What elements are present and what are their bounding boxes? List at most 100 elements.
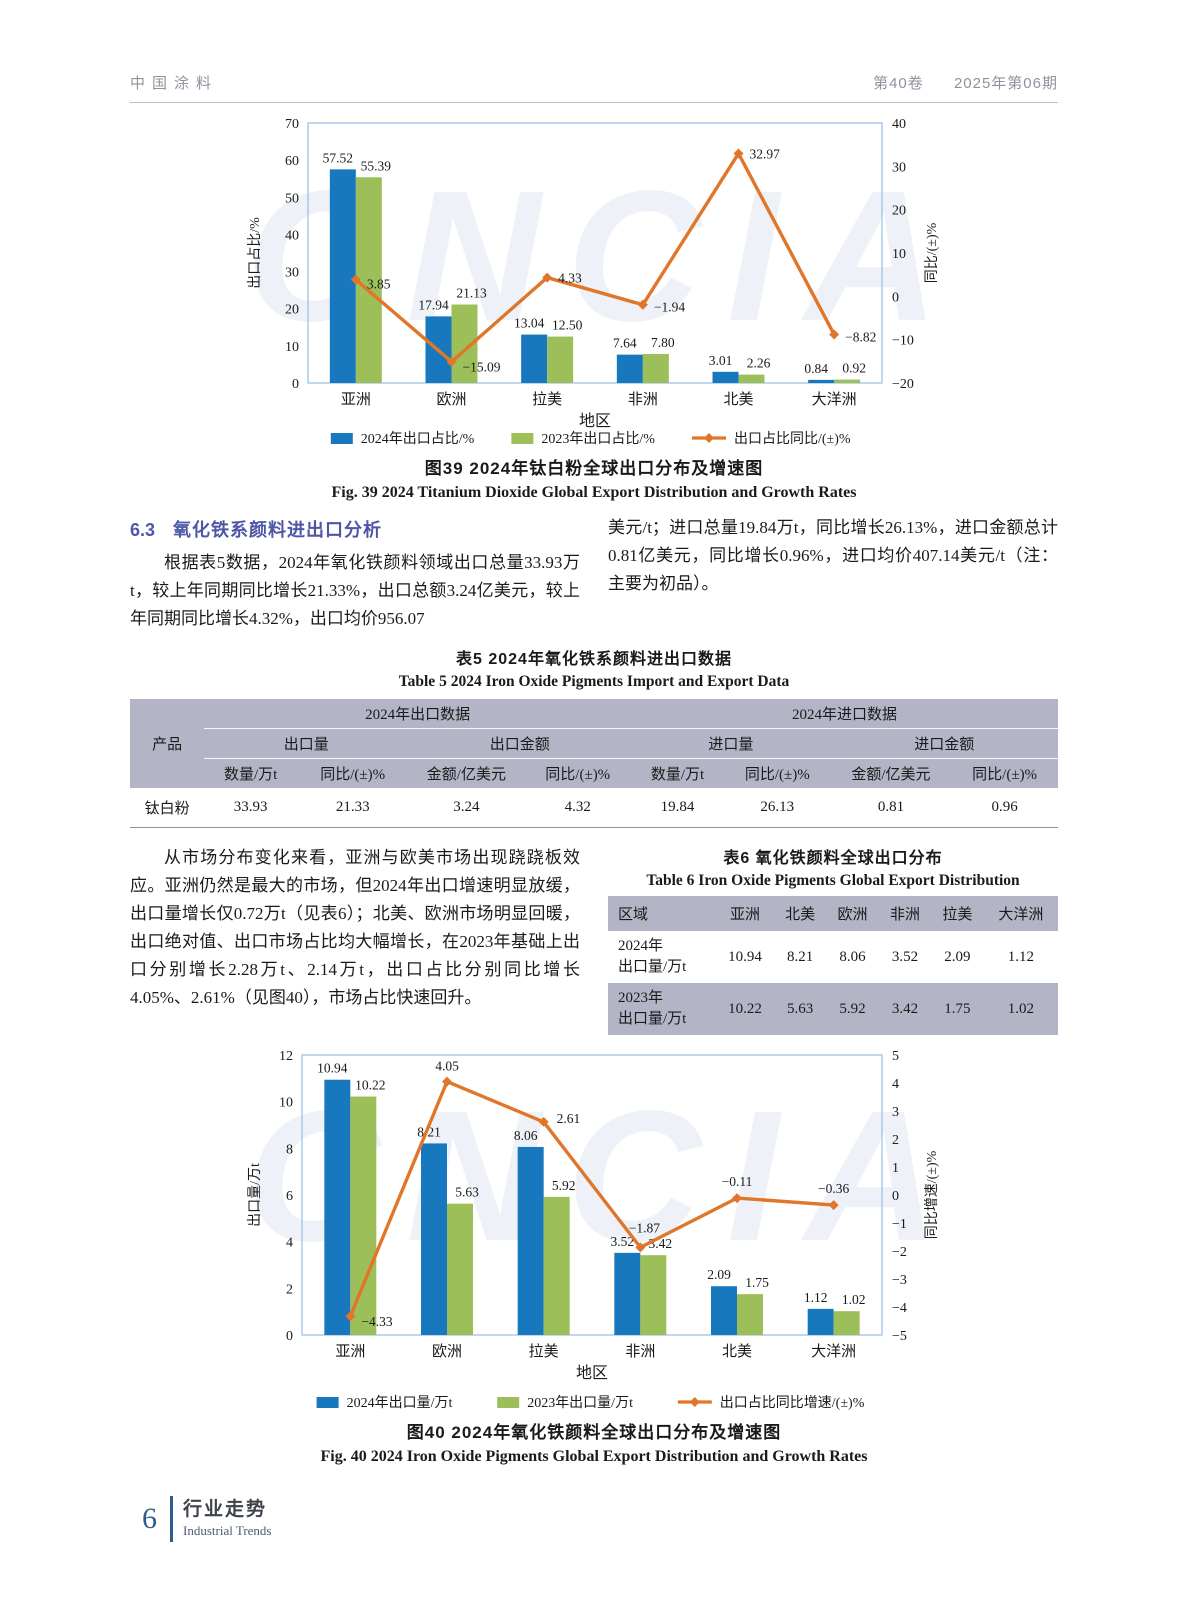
svg-text:−8.82: −8.82 [845, 330, 876, 345]
volume-issue: 第40卷 2025年第06期 [847, 72, 1058, 93]
journal-name: 中国涂料 [130, 75, 219, 92]
table5-col-2: 金额/亿美元 [408, 758, 525, 788]
table6-row-label: 2023年 出口量/万t [608, 983, 716, 1035]
svg-text:−0.11: −0.11 [722, 1174, 753, 1189]
svg-text:0: 0 [286, 1329, 293, 1344]
table5-col-5: 同比/(±)% [723, 758, 831, 788]
svg-text:5.92: 5.92 [552, 1178, 576, 1193]
svg-text:0.84: 0.84 [804, 361, 828, 376]
table5-iron-oxide-import-export: 产品 2024年出口数据 2024年进口数据 出口量 出口金额 进口量 进口金额… [130, 699, 1058, 828]
svg-text:−10: −10 [892, 334, 914, 349]
svg-text:0: 0 [892, 1189, 899, 1204]
figure40-caption-cn: 图40 2024年氧化铁颜料全球出口分布及增速图 [406, 1423, 782, 1442]
svg-text:1.02: 1.02 [842, 1292, 866, 1307]
svg-text:4: 4 [892, 1077, 899, 1092]
table5-cell: 19.84 [631, 788, 724, 828]
svg-text:7.64: 7.64 [613, 336, 637, 351]
svg-text:同比增速/(±)%: 同比增速/(±)% [924, 1150, 940, 1239]
table5-col-7: 同比/(±)% [951, 758, 1058, 788]
svg-text:2023年出口量/万t: 2023年出口量/万t [527, 1395, 633, 1411]
svg-text:−0.36: −0.36 [818, 1181, 849, 1196]
svg-text:1.12: 1.12 [804, 1290, 828, 1305]
page-footer: 6 行业走势 Industrial Trends [142, 1496, 271, 1542]
svg-text:2024年出口量/万t: 2024年出口量/万t [347, 1395, 453, 1411]
svg-text:−20: −20 [892, 377, 914, 392]
svg-text:5.63: 5.63 [455, 1185, 479, 1200]
svg-text:地区: 地区 [579, 412, 611, 430]
table5-col-0: 数量/万t [204, 758, 298, 788]
footer-divider [170, 1496, 173, 1542]
svg-text:亚洲: 亚洲 [341, 392, 371, 408]
svg-text:3: 3 [892, 1105, 899, 1120]
table5-sub-export-amount: 出口金额 [408, 728, 632, 759]
table5-header-row-subgroups: 出口量 出口金额 进口量 进口金额 [130, 728, 1058, 759]
svg-text:大洋洲: 大洋洲 [812, 391, 857, 408]
svg-text:同比/(±)%: 同比/(±)% [924, 222, 940, 283]
svg-text:非洲: 非洲 [625, 1343, 655, 1360]
svg-text:10.94: 10.94 [317, 1061, 348, 1076]
svg-text:3.52: 3.52 [611, 1234, 635, 1249]
svg-text:8.06: 8.06 [514, 1128, 538, 1143]
table6-global-export-distribution: 区域 亚洲 北美 欧洲 非洲 拉美 大洋洲 2024年 出口量/万t 10.94 [608, 896, 1058, 1035]
svg-text:亚洲: 亚洲 [335, 1344, 365, 1360]
table5-cell: 21.33 [297, 788, 409, 828]
svg-text:2: 2 [286, 1282, 293, 1297]
svg-text:2023年出口占比/%: 2023年出口占比/% [541, 431, 655, 447]
table5-cell: 4.32 [524, 788, 632, 828]
svg-text:20: 20 [285, 303, 299, 318]
table5-col-product: 产品 [130, 699, 205, 788]
svg-text:−1.87: −1.87 [629, 1220, 660, 1235]
table5-cell: 33.93 [204, 788, 298, 828]
svg-text:−5: −5 [892, 1329, 907, 1344]
svg-text:0.92: 0.92 [842, 361, 866, 376]
svg-text:3.01: 3.01 [709, 353, 733, 368]
svg-text:40: 40 [285, 228, 299, 243]
footer-section-cn: 行业走势 [183, 1499, 268, 1520]
svg-text:5: 5 [892, 1049, 899, 1064]
section-6-3: 6.3 氧化铁系颜料进出口分析 根据表5数据，2024年氧化铁颜料领域出口总量33… [130, 514, 1058, 633]
table5-header-row-units: 数量/万t 同比/(±)% 金额/亿美元 同比/(±)% 数量/万t 同比/(±… [130, 758, 1058, 788]
table6-header-row: 区域 亚洲 北美 欧洲 非洲 拉美 大洋洲 [608, 896, 1058, 931]
table6-col: 非洲 [878, 896, 932, 931]
table5-cell: 3.24 [408, 788, 525, 828]
svg-text:出口占比同比增速/(±)%: 出口占比同比增速/(±)% [720, 1395, 865, 1411]
svg-text:北美: 北美 [723, 391, 753, 408]
svg-text:40: 40 [892, 117, 906, 132]
issue: 2025年第06期 [953, 75, 1058, 92]
paragraph-export-summary: 根据表5数据，2024年氧化铁颜料领域出口总量33.93万t，较上年同期同比增长… [130, 553, 580, 628]
table6-cell: 3.52 [891, 948, 919, 965]
figure39-caption: 图39 2024年钛白粉全球出口分布及增速图 Fig. 39 2024 Tita… [130, 454, 1058, 502]
svg-text:12.50: 12.50 [552, 318, 583, 333]
table5-data-row: 钛白粉 33.93 21.33 3.24 4.32 19.84 26.13 0.… [130, 788, 1058, 828]
svg-text:21.13: 21.13 [456, 286, 487, 301]
svg-text:2.09: 2.09 [707, 1267, 731, 1282]
svg-text:出口量/万t: 出口量/万t [247, 1163, 263, 1227]
svg-text:70: 70 [285, 117, 299, 132]
svg-text:−15.09: −15.09 [463, 360, 501, 375]
paragraph-import-summary: 美元/t；进口总量19.84万t，同比增长26.13%，进口金额总计0.81亿美… [608, 518, 1058, 593]
table6-cell: 10.22 [716, 983, 774, 1035]
svg-text:50: 50 [285, 191, 299, 206]
table6-col: 亚洲 [716, 896, 774, 931]
paragraph-market-analysis: 从市场分布变化来看，亚洲与欧美市场出现跷跷板效应。亚洲仍然是最大的市场，但202… [130, 848, 580, 1007]
bars-series: 57.52 17.94 13.04 7.64 3.01 0.84 55.39 21.13 12.… [323, 150, 866, 383]
figure40-caption: 图40 2024年氧化铁颜料全球出口分布及增速图 Fig. 40 2024 Ir… [130, 1418, 1058, 1466]
left-column: 从市场分布变化来看，亚洲与欧美市场出现跷跷板效应。亚洲仍然是最大的市场，但202… [130, 844, 580, 1035]
svg-text:10.22: 10.22 [355, 1078, 385, 1093]
svg-text:−4: −4 [892, 1301, 907, 1316]
table6-row-2024: 2024年 出口量/万t 10.94 8.21 8.06 3.52 2.09 1.… [608, 931, 1058, 983]
table6-col: 欧洲 [826, 896, 879, 931]
svg-text:2024年出口占比/%: 2024年出口占比/% [361, 431, 475, 447]
svg-text:7.80: 7.80 [651, 335, 675, 350]
svg-text:−1.94: −1.94 [654, 300, 685, 315]
svg-text:−4.33: −4.33 [361, 1314, 392, 1329]
svg-text:北美: 北美 [722, 1343, 752, 1360]
growth-line-series: −4.33 4.05 2.61 −1.87 −0.11 −0.36 [345, 1059, 850, 1329]
svg-text:4.33: 4.33 [558, 271, 582, 286]
svg-text:出口占比同比/(±)%: 出口占比同比/(±)% [734, 431, 851, 447]
table5-title-cn: 表5 2024年氧化铁系颜料进出口数据 [456, 651, 732, 668]
footer-section: 行业走势 Industrial Trends [183, 1499, 271, 1539]
